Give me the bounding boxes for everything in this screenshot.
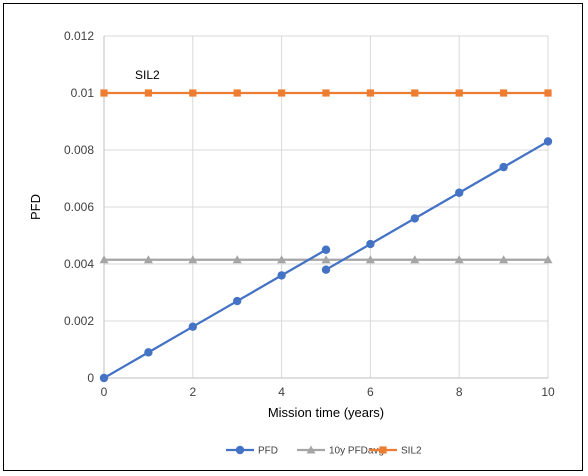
x-tick-label: 6 [367,385,374,399]
legend-label-10y-pfdavg: 10y PFDavg [329,446,384,457]
data-point-10y-pfdavg [454,255,464,264]
data-point-sil2 [455,89,463,97]
y-axis-title: PFD [28,194,43,220]
x-tick-label: 10 [541,385,555,399]
data-point-sil2 [100,89,108,97]
data-point-pfd [188,322,197,331]
y-tick-label: 0 [87,371,94,385]
data-point-10y-pfdavg [143,255,153,264]
data-point-pfd [455,188,464,197]
legend-marker-10y-pfdavg [306,445,316,454]
data-point-pfd [543,137,553,146]
data-point-sil2 [411,89,419,97]
data-point-10y-pfdavg [99,255,109,264]
data-point-pfd [99,373,109,383]
y-tick-label: 0.006 [64,200,94,214]
data-point-sil2 [233,89,241,97]
data-point-pfd [321,265,331,274]
x-tick-label: 4 [278,385,285,399]
series-line-pfd [325,140,549,271]
series-line-pfd [103,248,327,379]
data-point-pfd [144,348,153,357]
legend-label-sil2: SIL2 [401,446,422,457]
data-point-sil2 [500,89,508,97]
series [99,89,553,383]
data-point-10y-pfdavg [543,255,553,264]
data-point-10y-pfdavg [321,255,331,264]
x-axis-title: Mission time (years) [268,405,384,420]
data-point-sil2 [366,89,374,97]
grid [104,35,549,378]
y-tick-label: 0.004 [64,257,94,271]
y-tick-label: 0.01 [71,86,95,100]
data-point-pfd [499,162,508,172]
y-tick-label: 0.012 [64,29,94,43]
data-point-10y-pfdavg [232,255,242,264]
x-tick-label: 8 [456,385,463,399]
chart-frame [3,3,583,471]
data-point-pfd [366,239,375,249]
y-tick-label: 0.002 [64,314,94,328]
data-point-sil2 [189,89,197,97]
legend-marker-sil2 [379,446,387,454]
data-point-pfd [410,214,419,223]
data-point-sil2 [544,89,552,97]
sil2-annotation: SIL2 [135,68,160,82]
data-point-pfd [233,296,242,306]
data-point-sil2 [278,89,286,97]
y-tick-label: 0.008 [64,143,94,157]
legend-label-pfd: PFD [258,446,278,457]
legend-marker-pfd [235,445,245,455]
x-tick-label: 2 [189,385,196,399]
legend: PFD 10y PFDavg SIL2 [226,445,422,457]
data-point-10y-pfdavg [410,255,420,264]
data-point-10y-pfdavg [277,255,287,264]
labels: 0 0.002 0.004 0.006 0.008 0.01 0.012 0 2 4 6 8 10 Mis… [28,29,555,420]
data-point-10y-pfdavg [188,255,198,264]
data-point-10y-pfdavg [365,255,375,264]
data-point-10y-pfdavg [499,255,509,264]
data-point-pfd [321,245,331,254]
x-tick-label: 0 [101,385,108,399]
data-point-sil2 [144,89,152,97]
data-point-sil2 [322,89,330,97]
data-point-pfd [277,271,286,280]
